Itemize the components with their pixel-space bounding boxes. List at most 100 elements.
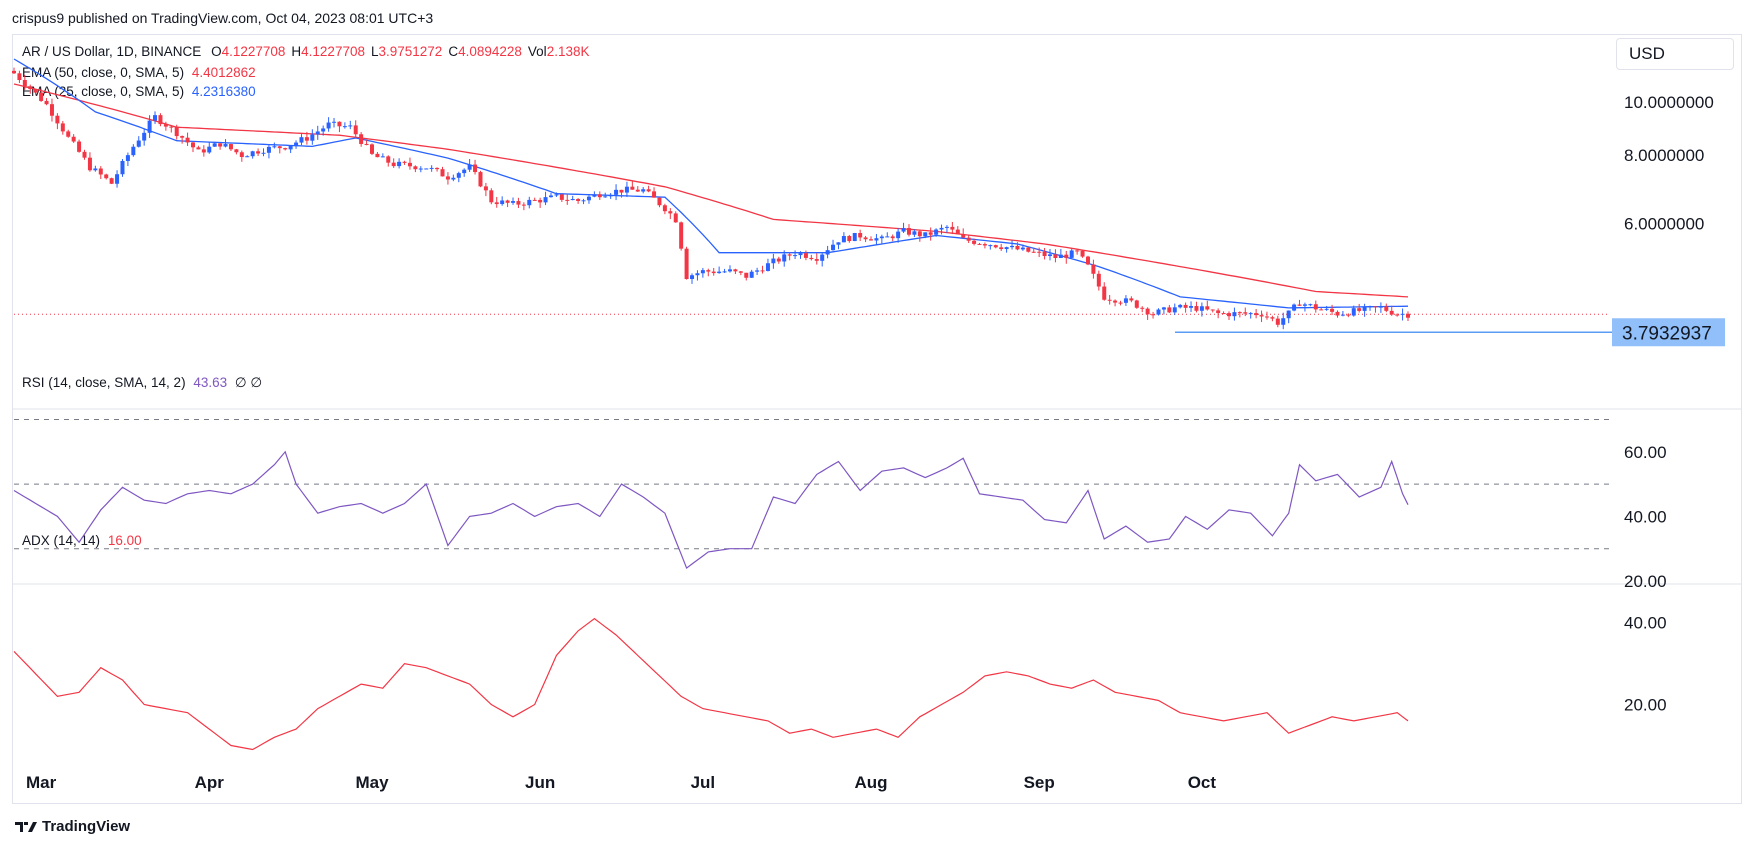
candle-body [527,199,532,206]
candle-body [17,73,22,81]
rsi-tick-label: 60.00 [1624,443,1667,462]
candle-body [1199,306,1204,311]
time-axis-label: Mar [26,773,57,792]
candle-body [462,169,467,174]
candle-body [1281,318,1286,325]
candle-body [456,173,461,178]
candle-body [592,194,597,197]
candle-body [1319,309,1324,311]
candle-body [538,199,543,203]
candle-body [153,115,158,121]
candle-body [174,126,179,137]
candle-body [955,229,960,235]
candle-body [1232,312,1237,317]
candle-body [776,258,781,262]
currency-selector[interactable]: USD [1616,38,1734,70]
candle-body [896,231,901,239]
time-axis-label: Apr [195,773,225,792]
candle-body [234,149,239,153]
ohlc-o: O4.1227708 [211,44,286,59]
candle-body [250,151,255,157]
candle-body [169,126,174,128]
candle-body [570,199,575,201]
candle-body [630,186,635,190]
candle-body [413,166,418,170]
candle-body [874,238,879,241]
candle-body [310,134,315,141]
candle-body [1378,306,1383,308]
ema25-legend[interactable]: EMA (25, close, 0, SMA, 5) 4.2316380 [22,84,256,99]
candle-body [972,240,977,244]
candle-body [597,194,602,198]
publication-header: crispus9 published on TradingView.com, O… [12,10,434,26]
tradingview-logo-text: TradingView [42,818,131,835]
candle-body [315,131,320,135]
candle-body [695,273,700,276]
candle-body [1058,254,1063,258]
candle-body [727,269,732,272]
candle-body [28,86,33,90]
candle-body [1069,250,1074,258]
candle-body [1389,310,1394,315]
candle-body [890,236,895,239]
candle-body [207,146,212,153]
candle-body [12,70,16,74]
candle-body [218,143,223,147]
rsi-legend[interactable]: RSI (14, close, SMA, 14, 2) 43.63 ∅ ∅ [22,375,262,391]
candle-body [1015,245,1020,250]
candle-body [738,271,743,273]
candle-body [511,201,516,203]
candle-body [1384,306,1389,311]
candle-body [1205,306,1210,310]
candle-body [1243,312,1248,314]
candle-body [120,160,125,175]
candle-body [646,189,651,192]
adx-tick-label: 20.00 [1624,696,1667,715]
candle-body [332,121,337,123]
candle-body [906,228,911,235]
candle-body [841,236,846,243]
time-axis-label: Aug [854,773,887,792]
ema50-legend[interactable]: EMA (50, close, 0, SMA, 5) 4.4012862 [22,65,256,80]
candle-body [1123,298,1128,303]
candle-body [87,157,92,171]
candle-body [1221,313,1226,315]
chart-frame [12,34,1742,804]
rsi-extra: ∅ ∅ [234,375,263,390]
candle-body [657,197,662,206]
candle-body [641,189,646,192]
candle-body [1042,251,1047,257]
candle-body [966,237,971,241]
candle-body [158,115,163,125]
candle-body [1183,304,1188,308]
candle-body [1308,304,1313,306]
candle-body [429,167,434,169]
candle-body [684,248,689,280]
candle-body [223,144,228,147]
candle-body [261,152,266,154]
adx-legend[interactable]: ADX (14, 14) 16.00 [22,533,142,548]
candle-body [418,168,423,170]
candle-body [1330,308,1335,312]
symbol-title[interactable]: AR / US Dollar, 1D, BINANCE [22,44,202,59]
candle-body [1096,273,1101,287]
candle-body [342,126,347,128]
candle-body [1368,306,1373,308]
candle-body [1194,306,1199,311]
adx-tick-label: 40.00 [1624,614,1667,633]
candle-body [407,162,412,167]
candle-body [478,172,483,187]
candle-body [380,156,385,158]
candle-body [1373,306,1378,308]
candle-body [576,199,581,201]
candle-body [435,167,440,170]
candle-body [1020,247,1025,250]
candle-body [1270,317,1275,319]
candle-body [239,152,244,158]
ohlc-h: H4.1227708 [291,44,365,59]
candle-body [673,213,678,223]
candle-body [521,204,526,206]
candle-body [711,271,716,274]
candle-body [445,176,450,180]
